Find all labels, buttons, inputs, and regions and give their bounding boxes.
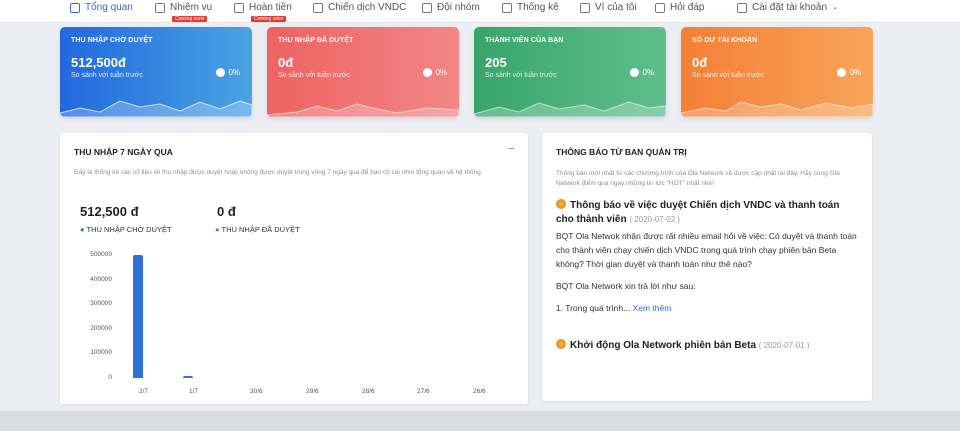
bar[interactable]	[133, 255, 143, 378]
task-icon	[155, 3, 165, 13]
card-value: 0đ	[692, 55, 708, 70]
notice-body: BQT Ola Netwok nhận được rất nhiều email…	[556, 231, 857, 269]
read-more-link[interactable]: Xem thêm	[632, 303, 672, 313]
legend-approved: ● THU NHẬP ĐÃ DUYỆT	[215, 225, 300, 234]
card-change: 0%	[630, 68, 654, 77]
y-tick-label: 400000	[90, 275, 112, 283]
nav-campaign[interactable]: Chiến dịch VNDC	[313, 2, 406, 14]
notice-icon	[556, 339, 566, 349]
card-subtitle: So sánh với tuần trước	[485, 72, 557, 79]
notice-icon	[556, 199, 566, 209]
top-nav: Tổng quan Nhiệm vụ Coming soon Hoàn tiền…	[0, 0, 960, 23]
arrow-up-icon	[216, 68, 226, 77]
y-tick-label: 300000	[90, 300, 112, 308]
y-tick-label: 0	[108, 374, 112, 381]
refund-icon	[234, 3, 244, 13]
nav-refund[interactable]: Hoàn tiền	[234, 2, 292, 14]
panel-title: THU NHẬP 7 NGÀY QUA	[74, 147, 173, 157]
card-value: 0đ	[278, 55, 294, 70]
panel-title: THÔNG BÁO TỪ BAN QUẢN TRỊ	[556, 147, 687, 157]
sparkline	[474, 101, 666, 117]
card-value: 512,500đ	[71, 55, 126, 70]
faq-icon	[655, 3, 665, 13]
card-balance: SỐ DƯ TÀI KHOẢN 0đ So sánh với tuần trướ…	[681, 27, 873, 117]
card-change: 0%	[837, 68, 861, 77]
x-tick-label: 28/6	[362, 388, 375, 395]
notice-date: ( 2020-07-02 )	[629, 215, 681, 224]
income-panel: THU NHẬP 7 NGÀY QUA – Đây là thống kê cá…	[60, 133, 528, 404]
team-icon	[422, 3, 432, 13]
card-change: 0%	[216, 68, 240, 77]
arrow-up-icon	[837, 68, 847, 77]
legend-dot: ●	[80, 225, 87, 234]
notices-panel: THÔNG BÁO TỪ BAN QUẢN TRỊ Thông báo mới …	[542, 133, 872, 401]
panel-description: Thông báo mới nhất từ các chương trình c…	[556, 170, 840, 187]
dashboard-icon	[70, 3, 80, 13]
card-title: THU NHẬP ĐÃ DUYỆT	[278, 37, 354, 44]
y-tick-label: 500000	[90, 251, 112, 258]
notice-item: Thông báo về việc duyệt Chiến dịch VNDC …	[556, 199, 858, 315]
wallet-icon	[580, 3, 590, 13]
notice-date: ( 2020-07-01 )	[758, 341, 810, 350]
nav-stats[interactable]: Thống kê	[502, 2, 559, 14]
campaign-icon	[313, 3, 323, 13]
x-tick-label: 27/6	[417, 388, 430, 395]
card-approved-income: THU NHẬP ĐÃ DUYỆT 0đ So sánh với tuần tr…	[267, 27, 459, 117]
panel-description: Đây là thống kê các số liệu về thu nhập …	[74, 169, 483, 176]
nav-overview[interactable]: Tổng quan	[70, 2, 133, 14]
card-members: THÀNH VIÊN CỦA BẠN 205 So sánh với tuần …	[474, 27, 666, 117]
chevron-down-icon: ⌄	[832, 4, 838, 11]
bottom-bar	[0, 411, 960, 431]
card-title: SỐ DƯ TÀI KHOẢN	[692, 37, 758, 44]
x-tick-label: 29/6	[306, 388, 319, 395]
coming-soon-badge: Coming soon	[172, 16, 208, 22]
nav-account-settings[interactable]: Cài đặt tài khoản ⌄	[737, 2, 838, 14]
x-tick-label: 26/6	[473, 388, 486, 395]
notice-body: BQT Ola Network xin trả lời như sau:	[556, 281, 696, 291]
card-pending-income: THU NHẬP CHỜ DUYỆT 512,500đ So sánh với …	[60, 27, 252, 117]
stats-icon	[502, 3, 512, 13]
card-value: 205	[485, 55, 507, 70]
sparkline	[681, 101, 873, 117]
x-tick-label: 30/6	[250, 388, 263, 395]
nav-team[interactable]: Đội nhóm	[422, 2, 480, 14]
nav-faq[interactable]: Hỏi đáp	[655, 2, 704, 14]
card-subtitle: So sánh với tuần trước	[692, 72, 764, 79]
approved-total: 0 đ	[217, 204, 236, 219]
sparkline	[60, 100, 252, 117]
notice-body: 1. Trong quá trình... Xem thêm	[556, 303, 672, 313]
x-tick-label: 1/7	[189, 388, 199, 395]
y-tick-label: 200000	[90, 324, 112, 332]
nav-wallet[interactable]: Ví của tôi	[580, 2, 637, 14]
card-change: 0%	[423, 68, 447, 77]
arrow-up-icon	[423, 68, 433, 77]
legend-pending: ● THU NHẬP CHỜ DUYỆT	[80, 225, 172, 234]
x-tick-label: 2/7	[139, 388, 149, 395]
card-title: THÀNH VIÊN CỦA BẠN	[485, 37, 564, 44]
arrow-up-icon	[630, 68, 640, 77]
collapse-button[interactable]: –	[508, 143, 514, 154]
bar[interactable]	[183, 375, 193, 378]
sparkline	[267, 103, 459, 117]
legend-dot: ●	[215, 225, 222, 234]
nav-tasks[interactable]: Nhiệm vụ	[155, 2, 212, 14]
income-chart: 0 100000 200000 300000 400000 500000 2/7 1/7 30/…	[60, 133, 528, 404]
notice-title[interactable]: Thông báo về việc duyệt Chiến dịch VNDC …	[556, 199, 840, 225]
card-subtitle: So sánh với tuần trước	[278, 72, 350, 79]
card-title: THU NHẬP CHỜ DUYỆT	[71, 37, 153, 44]
y-tick-label: 100000	[90, 349, 112, 357]
settings-icon	[737, 3, 747, 13]
notice-title[interactable]: Khởi động Ola Network phiên bản Beta ( 2…	[556, 339, 858, 353]
coming-soon-badge: Coming soon	[251, 16, 287, 22]
card-subtitle: So sánh với tuần trước	[71, 72, 143, 79]
pending-total: 512,500 đ	[80, 204, 139, 219]
